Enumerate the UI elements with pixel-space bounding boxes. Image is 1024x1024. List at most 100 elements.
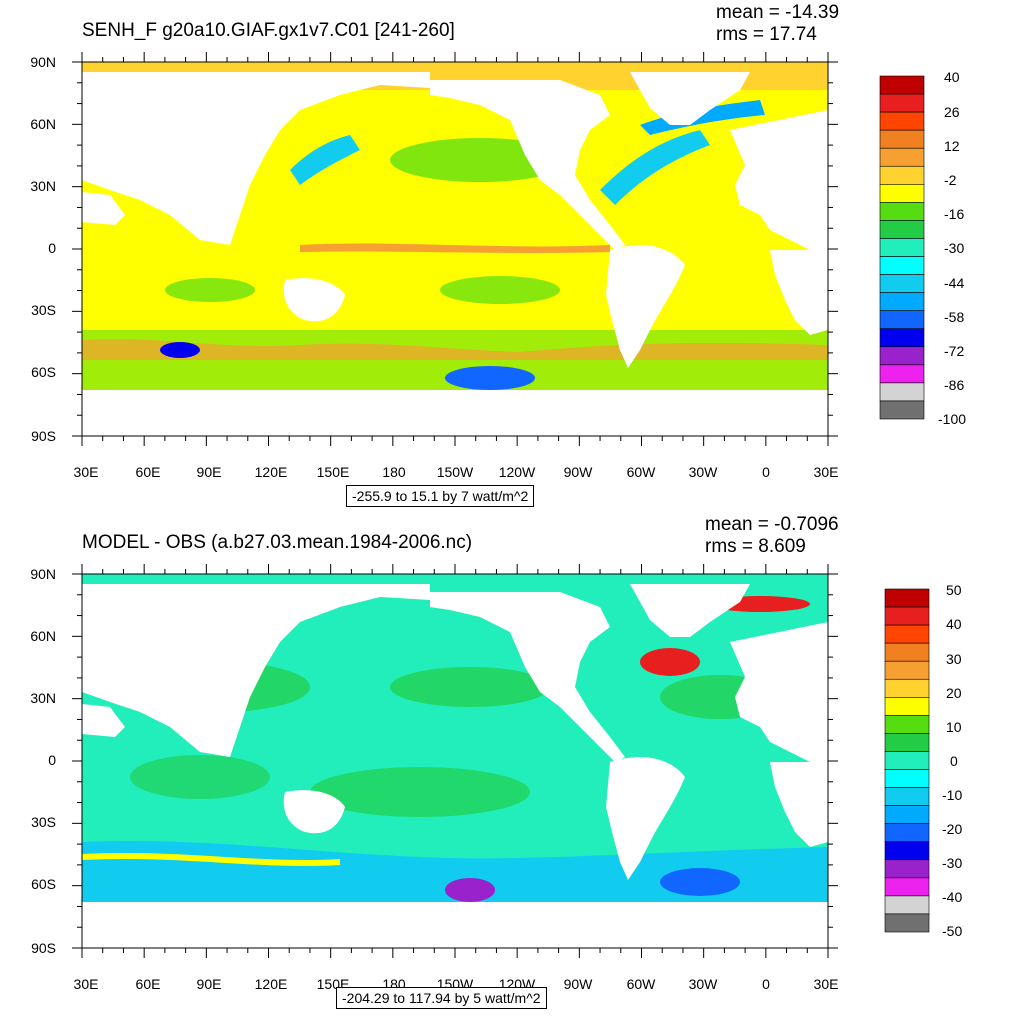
panel-title: MODEL - OBS (a.b27.03.mean.1984-2006.nc) — [82, 532, 473, 553]
colorbar-swatch — [879, 400, 925, 420]
colorbar-swatch — [884, 678, 930, 698]
colorbar-swatch — [879, 310, 925, 330]
colorbar-label: 12 — [944, 138, 960, 154]
antarctica-land — [82, 390, 828, 436]
colorbar-swatch — [884, 606, 930, 626]
lon-label: 90W — [564, 976, 594, 992]
colorbar-swatch — [884, 715, 930, 734]
lon-label: 0 — [762, 976, 770, 992]
lat-axis: 90N 60N 30N 0 30S 60S 90S — [30, 54, 56, 444]
colorbar-swatch — [879, 238, 925, 257]
colorbar-swatch — [884, 588, 930, 608]
colorbar-swatch — [884, 895, 930, 915]
contour-range-label: -204.29 to 117.94 by 5 watt/m^2 — [336, 987, 547, 1009]
map-figure: 90N 60N 30N 0 30S 60S 90S 30E 60E 90E 12… — [30, 564, 962, 992]
panel-model-obs: MODEL - OBS (a.b27.03.mean.1984-2006.nc)… — [0, 512, 1024, 1024]
colorbar-label: 40 — [946, 616, 962, 632]
colorbar-swatch — [879, 292, 925, 311]
lat-label: 90N — [30, 54, 56, 70]
south-america-land — [606, 757, 685, 880]
south-africa-land — [770, 762, 828, 847]
lat-label: 60N — [30, 628, 56, 644]
mean-value: mean = -0.7096 — [705, 514, 839, 535]
lat-label: 90S — [31, 940, 56, 956]
colorbar-label: 26 — [944, 104, 960, 120]
indian-green — [130, 755, 270, 799]
lon-label: 60E — [136, 464, 161, 480]
panel-title: SENH_F g20a10.GIAF.gx1v7.C01 [241-260] — [82, 20, 455, 41]
greenland-land — [630, 584, 750, 637]
ross-anomaly — [445, 878, 495, 902]
lat-axis: 90N 60N 30N 0 30S 60S 90S — [30, 566, 56, 956]
indian-patch — [165, 278, 255, 302]
colorbar-swatch — [879, 75, 925, 95]
lon-label: 150W — [437, 464, 474, 480]
colorbar-labels: 40 26 12 -2 -16 -30 -44 -58 -72 -86 -100 — [938, 69, 966, 427]
colorbar-swatch — [879, 165, 925, 185]
colorbar-label: -58 — [944, 309, 964, 325]
australia-land — [283, 278, 345, 322]
ross-sea-low — [445, 366, 535, 390]
colorbar-swatch — [879, 382, 925, 402]
lon-axis: 30E 60E 90E 120E 150E 180 150W 120W 90W … — [74, 464, 839, 480]
lon-label: 30E — [814, 976, 839, 992]
colorbar-swatch — [884, 805, 930, 824]
south-africa-land — [770, 250, 828, 335]
africa-europe-land — [730, 110, 828, 250]
lon-label: 120E — [255, 464, 288, 480]
gulf-stream — [600, 130, 710, 205]
axis-ticks — [72, 564, 838, 958]
rms-value: rms = 8.609 — [705, 536, 806, 557]
lat-label: 60S — [31, 876, 56, 892]
lon-label: 120W — [499, 464, 536, 480]
north-america-land — [430, 592, 625, 762]
colorbar-swatch — [879, 328, 925, 348]
gulf-stream-warm — [640, 648, 700, 676]
lat-label: 30N — [30, 178, 56, 194]
colorbar-label: -72 — [944, 343, 964, 359]
colorbar-label: -30 — [942, 855, 962, 871]
lon-label: 60W — [627, 464, 657, 480]
colorbar — [884, 588, 930, 933]
colorbar-swatch — [884, 769, 930, 788]
eurasia-land — [82, 72, 430, 245]
lon-label: 120E — [255, 976, 288, 992]
colorbar-swatch — [879, 202, 925, 221]
colorbar-label: -2 — [944, 172, 957, 188]
colorbar-swatch — [884, 841, 930, 861]
map-plot-area — [82, 62, 828, 436]
greenland-land — [630, 72, 750, 125]
colorbar-swatch — [879, 274, 925, 293]
colorbar-label: -16 — [944, 206, 964, 222]
equatorial-band — [300, 243, 610, 253]
lat-label: 30S — [31, 302, 56, 318]
colorbar-swatch — [884, 751, 930, 770]
weddell-anomaly — [660, 868, 740, 896]
colorbar-swatch — [879, 364, 925, 384]
colorbar-label: 40 — [944, 69, 960, 85]
lon-label: 90E — [197, 464, 222, 480]
lat-label: 60N — [30, 116, 56, 132]
colorbar-label: -30 — [944, 240, 964, 256]
colorbar-label: 30 — [946, 651, 962, 667]
india-land — [82, 704, 125, 737]
colorbar-swatch — [879, 93, 925, 113]
lon-label: 0 — [762, 464, 770, 480]
colorbar-label: -20 — [942, 821, 962, 837]
map-figure: 90N 60N 30N 0 30S 60S 90S 30E 60E 90E 12… — [30, 52, 966, 480]
colorbar-swatch — [879, 184, 925, 203]
lat-label: 30N — [30, 690, 56, 706]
south-america-land — [606, 245, 685, 368]
lon-label: 30W — [689, 464, 719, 480]
colorbar-label: -100 — [938, 411, 966, 427]
lon-label: 30E — [74, 976, 99, 992]
colorbar-swatch — [884, 787, 930, 806]
lon-label: 30E — [814, 464, 839, 480]
colorbar-label: 0 — [950, 753, 958, 769]
india-land — [82, 192, 125, 225]
colorbar-swatch — [879, 220, 925, 239]
africa-europe-land — [730, 622, 828, 762]
australia-land — [283, 790, 345, 834]
lon-label: 90E — [197, 976, 222, 992]
lat-label: 30S — [31, 814, 56, 830]
